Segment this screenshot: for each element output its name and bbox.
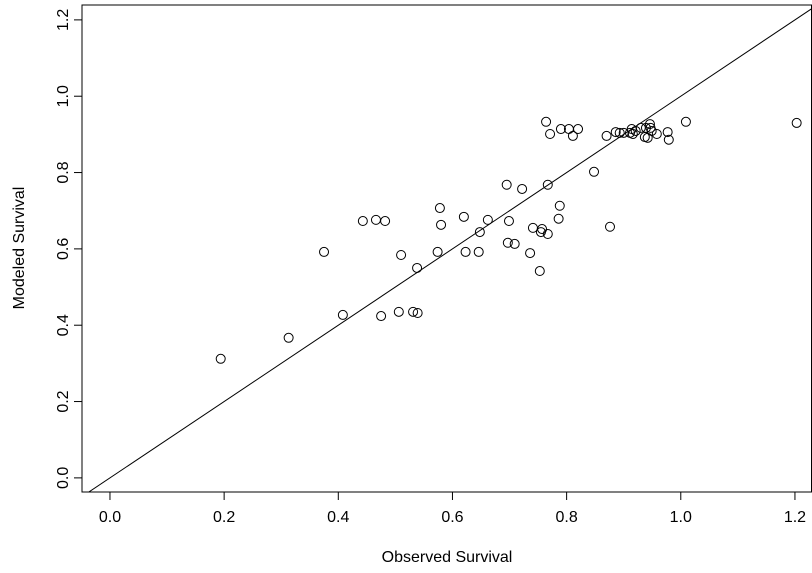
point [434, 203, 445, 214]
point [408, 306, 419, 317]
point [380, 216, 391, 227]
point [502, 237, 513, 248]
point [458, 211, 469, 222]
point [396, 249, 407, 260]
y-tick-label: 0.0 [55, 467, 72, 489]
point [525, 248, 536, 259]
point [605, 221, 616, 232]
point [567, 130, 578, 141]
point [545, 129, 556, 140]
point [436, 219, 447, 230]
point [376, 311, 387, 322]
point [517, 183, 528, 194]
point [537, 224, 548, 235]
point [482, 214, 493, 225]
point [646, 125, 657, 136]
point [473, 246, 484, 257]
point [680, 116, 691, 127]
point [662, 127, 673, 138]
point [663, 134, 674, 145]
point [509, 238, 520, 249]
point [554, 200, 565, 211]
point [474, 227, 485, 238]
point [630, 125, 641, 136]
x-tick-label: 1.0 [670, 509, 692, 526]
point [393, 306, 404, 317]
point [542, 179, 553, 190]
point [501, 179, 512, 190]
point [553, 213, 564, 224]
point [573, 124, 584, 135]
y-tick-label: 0.8 [55, 161, 72, 183]
point [319, 246, 330, 257]
point [215, 353, 226, 364]
x-tick-label: 0.8 [555, 509, 577, 526]
plot-area [87, 7, 812, 492]
point [534, 266, 545, 277]
x-tick-label: 0.6 [441, 509, 463, 526]
point [412, 308, 423, 319]
point [432, 246, 443, 257]
point [460, 246, 471, 257]
point [601, 130, 612, 141]
point [589, 166, 600, 177]
point [503, 216, 514, 227]
x-axis-label: Observed Survival [382, 549, 513, 566]
point [412, 262, 423, 273]
y-tick-label: 0.6 [55, 238, 72, 260]
point [627, 129, 638, 140]
x-tick-label: 1.2 [784, 509, 806, 526]
point [555, 124, 566, 135]
y-tick-label: 1.0 [55, 85, 72, 107]
plot-frame [81, 4, 812, 493]
y-axis-label: Modeled Survival [11, 187, 28, 310]
x-tick-label: 0.4 [327, 509, 349, 526]
y-tick-label: 0.2 [55, 390, 72, 412]
point [542, 228, 553, 239]
y-tick-label: 1.2 [55, 9, 72, 31]
point [357, 216, 368, 227]
point [610, 127, 621, 138]
point [635, 122, 646, 133]
point [651, 129, 662, 140]
point [337, 309, 348, 320]
point [541, 116, 552, 127]
y-tick-label: 0.4 [55, 314, 72, 336]
point [283, 332, 294, 343]
x-tick-label: 0.2 [213, 509, 235, 526]
identity-line [87, 7, 812, 492]
point [791, 117, 802, 128]
point [644, 119, 655, 130]
point [370, 214, 381, 225]
point [614, 127, 625, 138]
x-tick-label: 0.0 [99, 509, 121, 526]
